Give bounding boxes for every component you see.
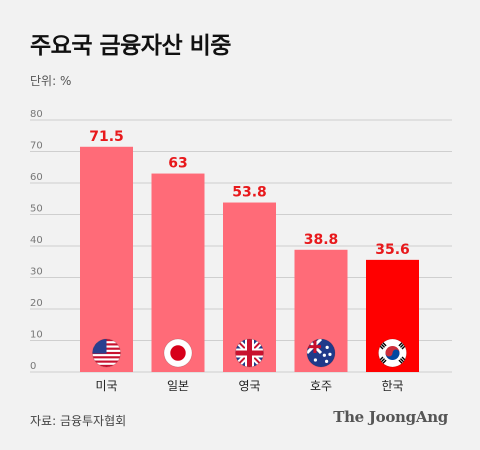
x-tick-label: 일본 [167, 379, 189, 393]
y-tick-label: 40 [30, 235, 43, 246]
y-tick-label: 50 [30, 204, 43, 215]
value-label: 71.5 [89, 129, 124, 145]
unit-label: 단위: % [30, 74, 72, 88]
y-tick-label: 80 [30, 109, 43, 120]
y-tick-label: 70 [30, 141, 43, 152]
x-tick-label: 영국 [238, 379, 260, 393]
y-tick-label: 10 [30, 330, 43, 341]
y-tick-label: 20 [30, 298, 43, 309]
flag-layer [92, 338, 407, 368]
australia-flag-icon [306, 338, 336, 368]
x-tick-label: 호주 [310, 379, 332, 393]
y-tick-label: 60 [30, 172, 43, 183]
bar-1 [151, 173, 205, 372]
uk-flag-icon [235, 338, 264, 368]
source-note: 자료: 금융투자협회 [30, 414, 127, 428]
japan-flag-icon [163, 338, 193, 368]
value-label: 38.8 [304, 232, 339, 248]
label-layer: 71.5 미국 63 일본 53.8 영국 38.8 호주 35.6 한국 [89, 129, 410, 393]
x-tick-label: 한국 [381, 379, 403, 393]
x-tick-label: 미국 [95, 379, 117, 393]
y-tick-label: 0 [30, 361, 36, 372]
value-label: 35.6 [375, 242, 410, 258]
bar-layer [80, 146, 419, 372]
chart-title: 주요국 금융자산 비중 [30, 33, 231, 59]
publisher-logo: The JoongAng [333, 408, 448, 426]
value-label: 63 [168, 156, 187, 172]
us-flag-icon [92, 338, 121, 368]
value-label: 53.8 [232, 185, 267, 201]
y-tick-label: 30 [30, 267, 43, 278]
bar-0 [80, 146, 133, 372]
korea-flag-icon [378, 338, 407, 368]
